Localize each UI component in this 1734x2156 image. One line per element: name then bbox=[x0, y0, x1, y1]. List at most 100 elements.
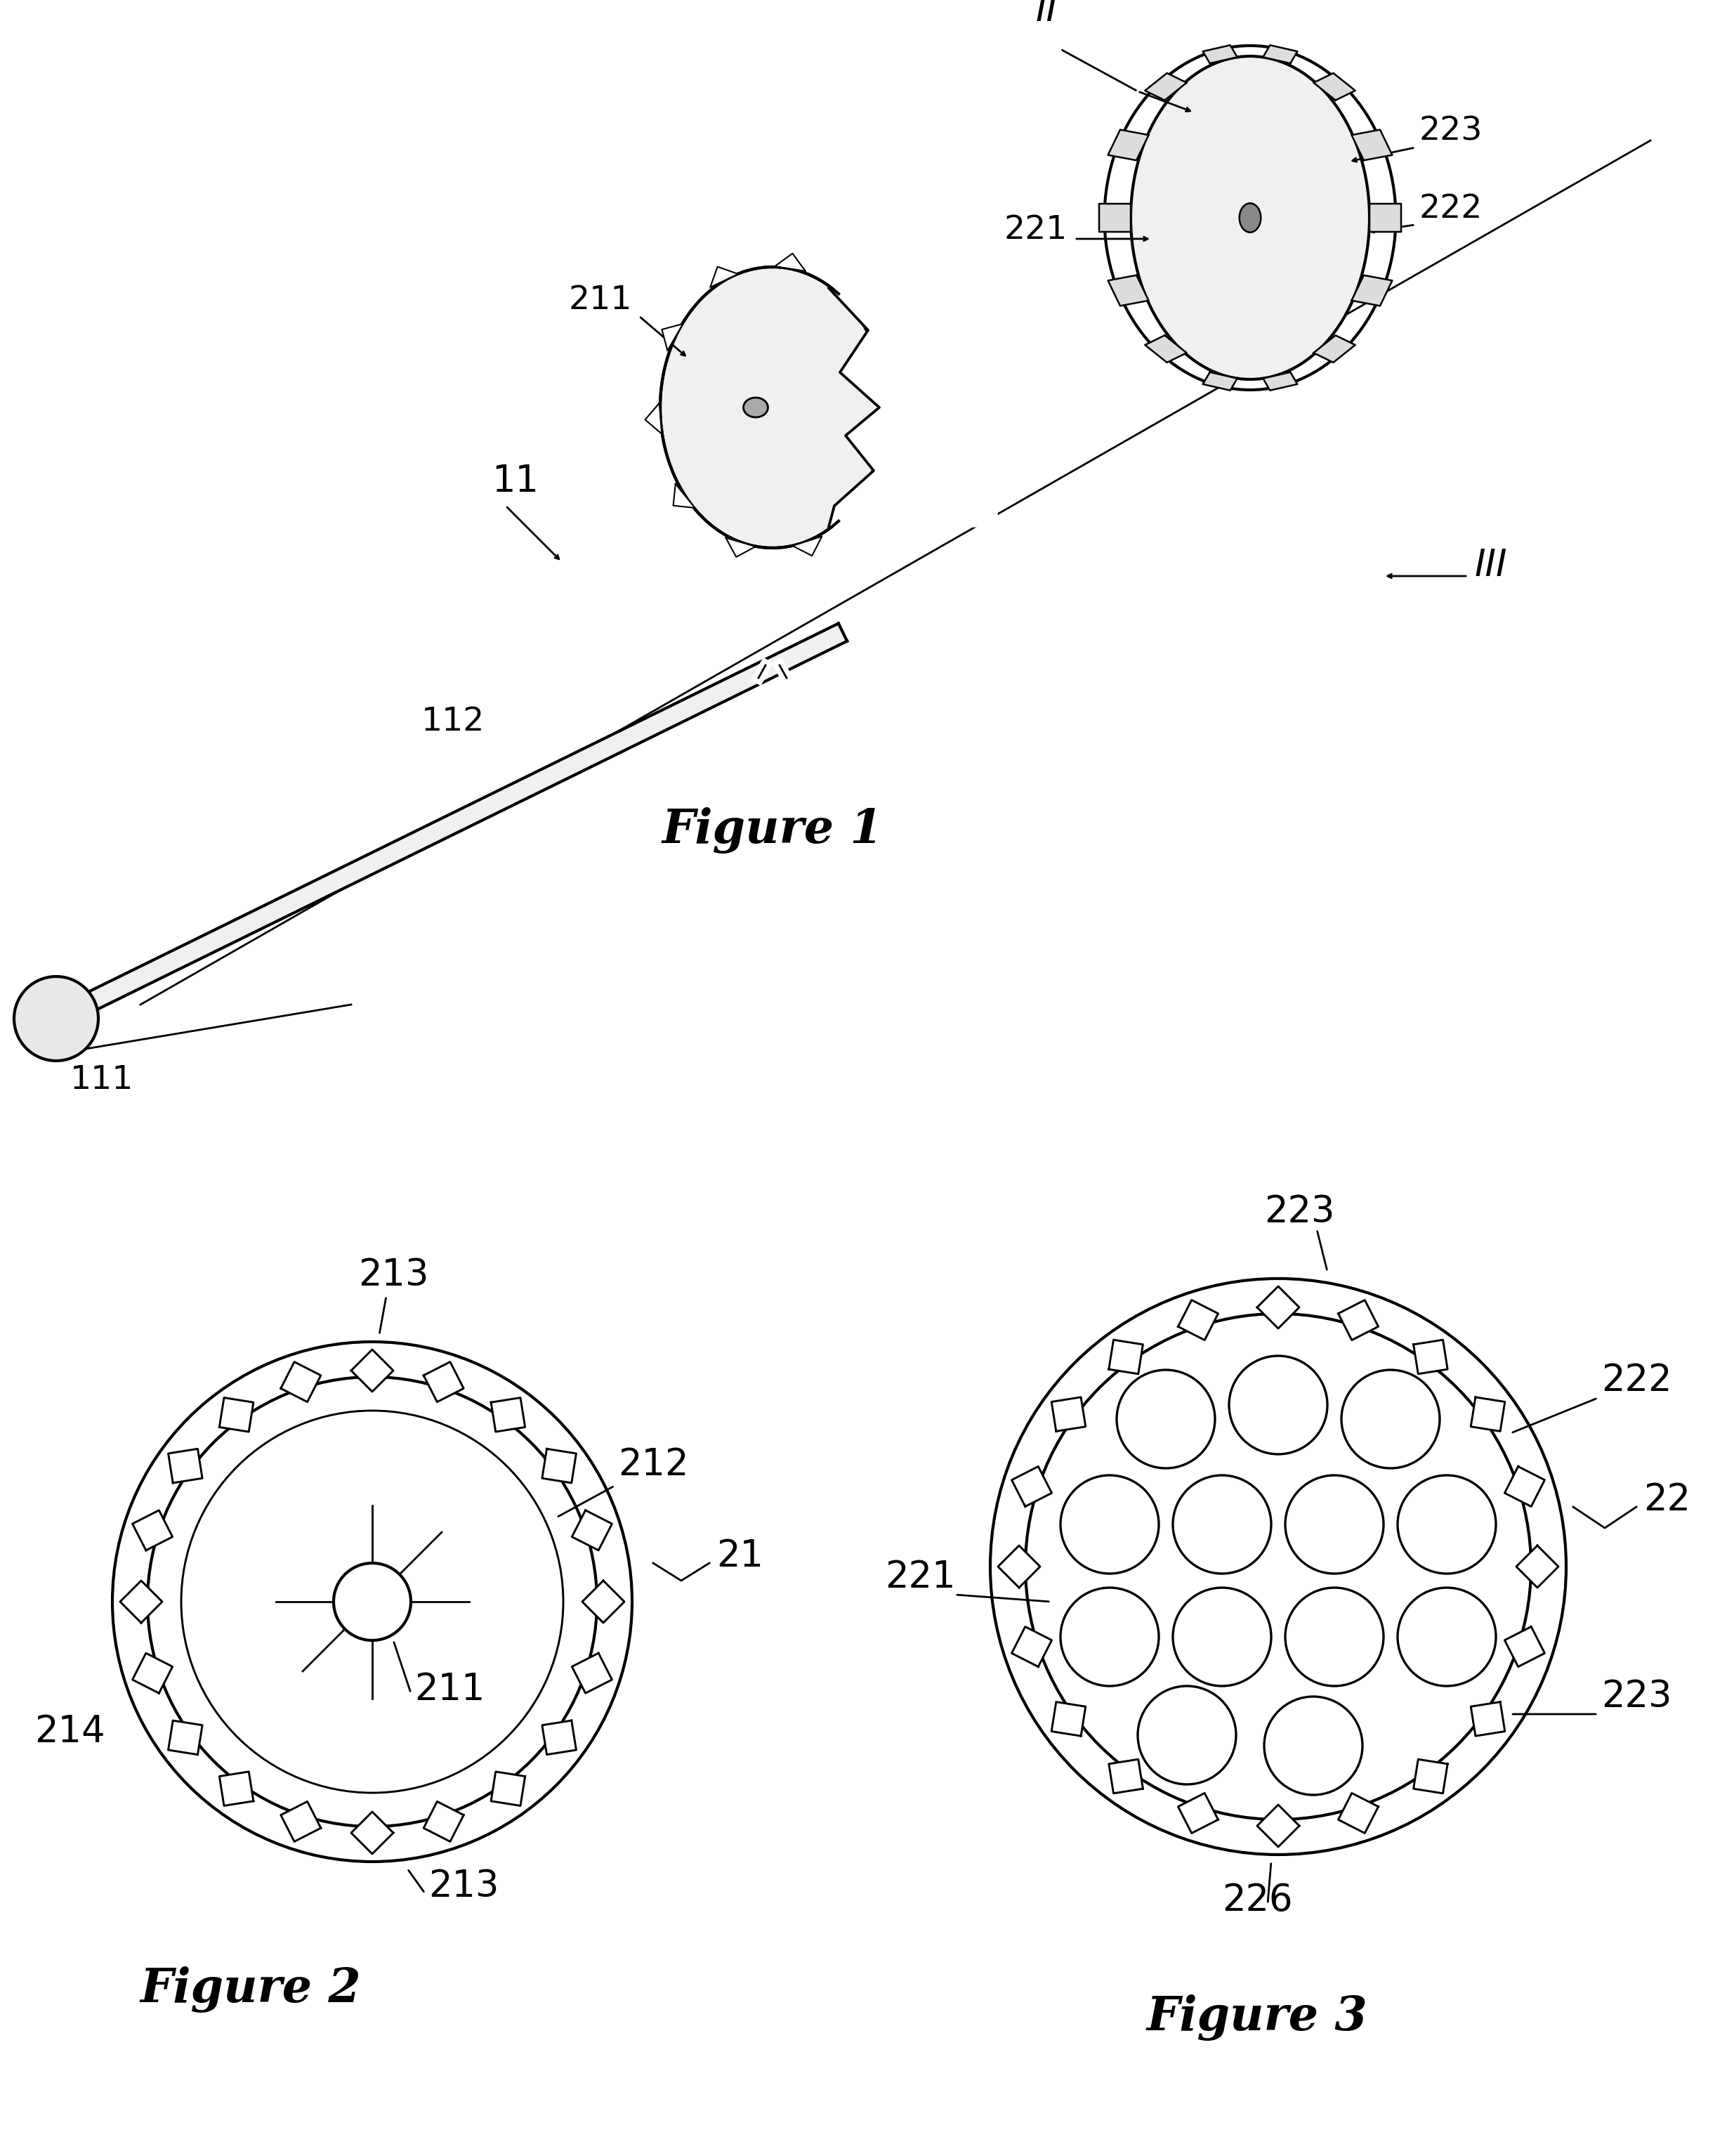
Polygon shape bbox=[1108, 276, 1148, 306]
Polygon shape bbox=[673, 483, 695, 509]
Text: 212: 212 bbox=[617, 1447, 688, 1483]
Text: 22: 22 bbox=[1644, 1481, 1691, 1518]
Polygon shape bbox=[168, 1720, 203, 1755]
Circle shape bbox=[1172, 1587, 1271, 1686]
Text: 226: 226 bbox=[1222, 1882, 1292, 1919]
Text: III: III bbox=[1476, 548, 1507, 584]
Circle shape bbox=[1061, 1475, 1158, 1574]
Polygon shape bbox=[132, 1509, 172, 1550]
Circle shape bbox=[1061, 1587, 1158, 1686]
Text: Figure 2: Figure 2 bbox=[140, 1966, 361, 2014]
Polygon shape bbox=[1108, 1339, 1143, 1373]
Text: 21: 21 bbox=[716, 1537, 763, 1574]
Text: 223: 223 bbox=[1600, 1677, 1672, 1714]
Polygon shape bbox=[352, 1811, 394, 1854]
Polygon shape bbox=[775, 254, 805, 272]
Text: 223: 223 bbox=[1264, 1194, 1335, 1231]
Text: 221: 221 bbox=[1004, 213, 1068, 246]
Polygon shape bbox=[1108, 129, 1148, 160]
Polygon shape bbox=[1011, 1466, 1053, 1507]
Polygon shape bbox=[1144, 73, 1186, 99]
Text: 213: 213 bbox=[428, 1867, 499, 1904]
Polygon shape bbox=[1314, 73, 1356, 99]
Polygon shape bbox=[645, 403, 662, 433]
Polygon shape bbox=[1051, 1397, 1085, 1432]
Polygon shape bbox=[1177, 1794, 1219, 1833]
Polygon shape bbox=[1257, 1805, 1299, 1848]
Polygon shape bbox=[1203, 373, 1238, 390]
Polygon shape bbox=[829, 289, 997, 526]
Text: 211: 211 bbox=[414, 1671, 486, 1708]
Text: Figure 3: Figure 3 bbox=[1146, 1994, 1368, 2042]
Polygon shape bbox=[1351, 129, 1392, 160]
Circle shape bbox=[1398, 1587, 1496, 1686]
Circle shape bbox=[1285, 1587, 1384, 1686]
Polygon shape bbox=[792, 537, 822, 556]
Polygon shape bbox=[1339, 1300, 1379, 1341]
Polygon shape bbox=[1051, 1701, 1085, 1736]
Circle shape bbox=[333, 1563, 411, 1641]
Text: 211: 211 bbox=[569, 285, 633, 317]
Polygon shape bbox=[168, 1449, 203, 1483]
Ellipse shape bbox=[661, 267, 884, 548]
Polygon shape bbox=[1011, 1626, 1053, 1667]
Polygon shape bbox=[1314, 336, 1356, 362]
Text: 223: 223 bbox=[1418, 116, 1483, 147]
Text: 222: 222 bbox=[1418, 194, 1483, 224]
Text: 214: 214 bbox=[35, 1714, 106, 1751]
Ellipse shape bbox=[1131, 56, 1370, 379]
Polygon shape bbox=[1351, 276, 1392, 306]
Polygon shape bbox=[1505, 1466, 1545, 1507]
Polygon shape bbox=[572, 1654, 612, 1692]
Polygon shape bbox=[1413, 1759, 1448, 1794]
Polygon shape bbox=[1505, 1626, 1545, 1667]
Polygon shape bbox=[281, 1802, 321, 1841]
Polygon shape bbox=[132, 1654, 172, 1692]
Polygon shape bbox=[1370, 203, 1401, 233]
Polygon shape bbox=[1470, 1701, 1505, 1736]
Circle shape bbox=[14, 977, 99, 1061]
Polygon shape bbox=[1257, 1287, 1299, 1328]
Polygon shape bbox=[1470, 1397, 1505, 1432]
Circle shape bbox=[1285, 1475, 1384, 1574]
Polygon shape bbox=[491, 1772, 525, 1807]
Text: 212: 212 bbox=[905, 440, 969, 470]
Polygon shape bbox=[583, 1580, 624, 1623]
Circle shape bbox=[1342, 1369, 1439, 1468]
Text: 112: 112 bbox=[421, 705, 486, 737]
Polygon shape bbox=[1177, 1300, 1219, 1341]
Text: 222: 222 bbox=[1600, 1363, 1672, 1399]
Circle shape bbox=[1025, 1313, 1531, 1820]
Circle shape bbox=[1117, 1369, 1216, 1468]
Text: 213: 213 bbox=[357, 1257, 428, 1294]
Polygon shape bbox=[999, 1546, 1040, 1587]
Polygon shape bbox=[1262, 373, 1297, 390]
Polygon shape bbox=[543, 1449, 576, 1483]
Polygon shape bbox=[662, 323, 683, 351]
Polygon shape bbox=[220, 1772, 253, 1807]
Text: 221: 221 bbox=[884, 1559, 955, 1595]
Polygon shape bbox=[220, 1397, 253, 1432]
Circle shape bbox=[1138, 1686, 1236, 1785]
Polygon shape bbox=[423, 1802, 463, 1841]
Polygon shape bbox=[572, 1509, 612, 1550]
Polygon shape bbox=[543, 1720, 576, 1755]
Circle shape bbox=[147, 1378, 596, 1826]
Polygon shape bbox=[1108, 1759, 1143, 1794]
Text: 213: 213 bbox=[905, 375, 969, 407]
Polygon shape bbox=[1203, 45, 1238, 63]
Ellipse shape bbox=[744, 397, 768, 418]
Polygon shape bbox=[120, 1580, 163, 1623]
Circle shape bbox=[1264, 1697, 1363, 1796]
Polygon shape bbox=[1413, 1339, 1448, 1373]
Polygon shape bbox=[1144, 336, 1186, 362]
Polygon shape bbox=[1516, 1546, 1559, 1587]
Text: 11: 11 bbox=[492, 464, 539, 500]
Polygon shape bbox=[491, 1397, 525, 1432]
Circle shape bbox=[1229, 1356, 1327, 1453]
Polygon shape bbox=[423, 1363, 463, 1401]
Polygon shape bbox=[727, 537, 756, 556]
Circle shape bbox=[1398, 1475, 1496, 1574]
Text: II: II bbox=[1035, 0, 1058, 28]
Polygon shape bbox=[281, 1363, 321, 1401]
